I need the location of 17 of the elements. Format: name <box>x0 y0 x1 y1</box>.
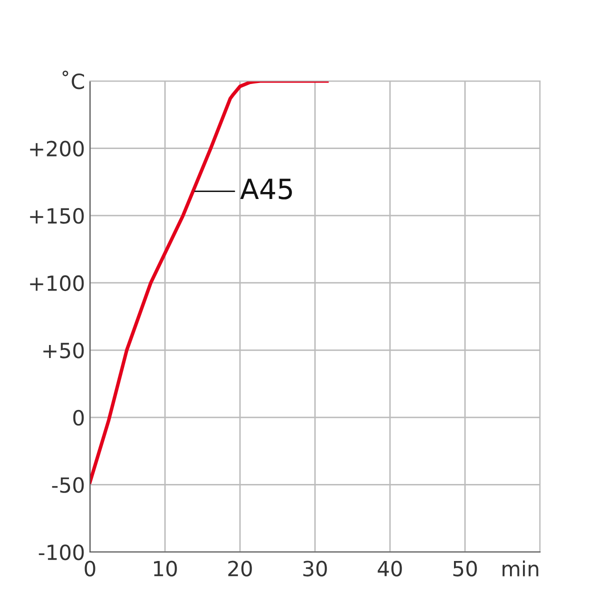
y-tick-label: ˚C <box>62 70 84 90</box>
line-series <box>90 81 329 484</box>
y-tick-label: 0 <box>73 410 84 426</box>
x-tick-label: 30 <box>303 560 327 576</box>
x-tick-label: 50 <box>453 560 477 576</box>
x-tick-label: 0 <box>84 560 96 576</box>
y-tick-label: +50 <box>43 342 84 358</box>
x-axis-title: min <box>502 560 538 576</box>
y-tick-label: +150 <box>30 208 84 224</box>
x-tick-label: 20 <box>228 560 252 576</box>
y-tick-label: +100 <box>30 275 84 292</box>
y-tick-label: -50 <box>52 477 84 493</box>
x-tick-label: 10 <box>154 560 177 576</box>
y-tick-label: +200 <box>30 140 84 156</box>
x-tick-label: 40 <box>378 560 402 576</box>
annotation: A45 <box>240 178 292 200</box>
y-tick-label: -100 <box>38 544 84 560</box>
